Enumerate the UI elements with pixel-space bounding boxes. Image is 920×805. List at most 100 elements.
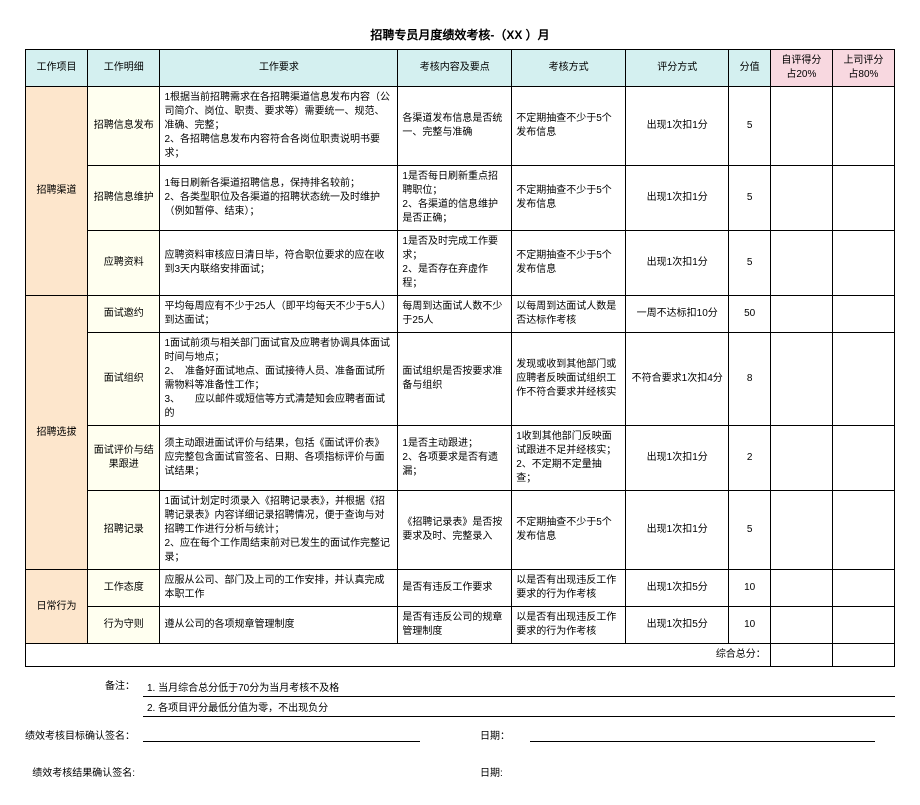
sub-cell: 招聘信息维护 [88, 166, 160, 231]
assessment-table: 工作项目 工作明细 工作要求 考核内容及要点 考核方式 评分方式 分值 自评得分… [25, 49, 895, 667]
val-cell: 5 [729, 491, 770, 570]
hdr-mode: 考核方式 [512, 50, 626, 87]
mode-cell: 以是否有出现违反工作要求的行为作考核 [512, 570, 626, 607]
self-cell [770, 607, 832, 644]
mode-cell: 不定期抽查不少于5个发布信息 [512, 231, 626, 296]
mode-cell: 不定期抽查不少于5个发布信息 [512, 491, 626, 570]
self-cell [770, 426, 832, 491]
score-cell: 出现1次扣5分 [626, 607, 729, 644]
score-cell: 出现1次扣1分 [626, 426, 729, 491]
note-2: 2. 各项目评分最低分值为零，不出现负分 [143, 697, 895, 717]
boss-cell [832, 333, 894, 426]
req-cell: 平均每周应有不少于25人（即平均每天不少于5人）到达面试； [160, 296, 398, 333]
cat-selection: 招聘选拔 [26, 296, 88, 570]
total-boss [832, 644, 894, 667]
boss-cell [832, 87, 894, 166]
chk-cell: 每周到达面试人数不少于25人 [398, 296, 512, 333]
req-cell: 须主动跟进面试评价与结果，包括《面试评价表》应完整包含面试官签名、日期、各项指标… [160, 426, 398, 491]
total-label: 综合总分： [26, 644, 771, 667]
sub-cell: 应聘资料 [88, 231, 160, 296]
table-row: 应聘资料 应聘资料审核应日清日毕，符合职位要求的应在收到3天内联络安排面试； 1… [26, 231, 895, 296]
val-cell: 10 [729, 607, 770, 644]
notes-label: 备注： [25, 677, 143, 717]
table-row: 面试评价与结果跟进 须主动跟进面试评价与结果，包括《面试评价表》应完整包含面试官… [26, 426, 895, 491]
sig2-space [143, 764, 440, 779]
score-cell: 出现1次扣1分 [626, 166, 729, 231]
score-cell: 出现1次扣1分 [626, 491, 729, 570]
total-row: 综合总分： [26, 644, 895, 667]
val-cell: 5 [729, 166, 770, 231]
self-cell [770, 231, 832, 296]
mode-cell: 以每周到达面试人数是否达标作考核 [512, 296, 626, 333]
hdr-self: 自评得分占20% [770, 50, 832, 87]
table-row: 日常行为 工作态度 应服从公司、部门及上司的工作安排，并认真完成本职工作 是否有… [26, 570, 895, 607]
val-cell: 10 [729, 570, 770, 607]
table-row: 招聘信息维护 1每日刷新各渠道招聘信息，保持排名较前；2、各类型职位及各渠道的招… [26, 166, 895, 231]
mode-cell: 1收到其他部门反映面试跟进不足并经核实；2、不定期不定量抽查； [512, 426, 626, 491]
val-cell: 5 [729, 231, 770, 296]
chk-cell: 各渠道发布信息是否统一、完整与准确 [398, 87, 512, 166]
req-cell: 1每日刷新各渠道招聘信息，保持排名较前；2、各类型职位及各渠道的招聘状态统一及时… [160, 166, 398, 231]
self-cell [770, 491, 832, 570]
boss-cell [832, 570, 894, 607]
val-cell: 5 [729, 87, 770, 166]
score-cell: 一周不达标扣10分 [626, 296, 729, 333]
mode-cell: 以是否有出现违反工作要求的行为作考核 [512, 607, 626, 644]
cat-daily: 日常行为 [26, 570, 88, 644]
chk-cell: 面试组织是否按要求准备与组织 [398, 333, 512, 426]
chk-cell: 《招聘记录表》是否按要求及时、完整录入 [398, 491, 512, 570]
req-cell: 1面试计划定时须录入《招聘记录表》，并根据《招聘记录表》内容详细记录招聘情况，便… [160, 491, 398, 570]
chk-cell: 是否有违反公司的规章管理制度 [398, 607, 512, 644]
hdr-project: 工作项目 [26, 50, 88, 87]
footer: 备注： 1. 当月综合总分低于70分为当月考核不及格 2. 各项目评分最低分值为… [25, 673, 895, 785]
date1-label: 日期： [480, 727, 530, 742]
page-title: 招聘专员月度绩效考核-（XX ）月 [25, 20, 895, 49]
req-cell: 应聘资料审核应日清日毕，符合职位要求的应在收到3天内联络安排面试； [160, 231, 398, 296]
mode-cell: 发现或收到其他部门或应聘者反映面试组织工作不符合要求并经核实 [512, 333, 626, 426]
chk-cell: 1是否每日刷新重点招聘职位；2、各渠道的信息维护是否正确； [398, 166, 512, 231]
self-cell [770, 570, 832, 607]
note-1: 1. 当月综合总分低于70分为当月考核不及格 [143, 677, 895, 697]
boss-cell [832, 426, 894, 491]
sub-cell: 工作态度 [88, 570, 160, 607]
hdr-boss: 上司评分占80% [832, 50, 894, 87]
self-cell [770, 166, 832, 231]
table-row: 招聘渠道 招聘信息发布 1根据当前招聘需求在各招聘渠道信息发布内容（公司简介、岗… [26, 87, 895, 166]
val-cell: 50 [729, 296, 770, 333]
table-row: 招聘记录 1面试计划定时须录入《招聘记录表》，并根据《招聘记录表》内容详细记录招… [26, 491, 895, 570]
date2-label: 日期: [480, 764, 530, 779]
hdr-value: 分值 [729, 50, 770, 87]
table-row: 行为守则 遵从公司的各项规章管理制度 是否有违反公司的规章管理制度 以是否有出现… [26, 607, 895, 644]
sub-cell: 面试邀约 [88, 296, 160, 333]
hdr-check: 考核内容及要点 [398, 50, 512, 87]
sig1-line [143, 727, 420, 742]
self-cell [770, 296, 832, 333]
req-cell: 应服从公司、部门及上司的工作安排，并认真完成本职工作 [160, 570, 398, 607]
self-cell [770, 333, 832, 426]
hdr-scoring: 评分方式 [626, 50, 729, 87]
date1-line [530, 727, 875, 742]
cat-recruit-channel: 招聘渠道 [26, 87, 88, 296]
chk-cell: 1是否主动跟进；2、各项要求是否有遗漏； [398, 426, 512, 491]
sig2-label: 绩效考核结果确认签名: [25, 764, 143, 779]
req-cell: 1根据当前招聘需求在各招聘渠道信息发布内容（公司简介、岗位、职责、要求等）需要统… [160, 87, 398, 166]
req-cell: 遵从公司的各项规章管理制度 [160, 607, 398, 644]
score-cell: 出现1次扣1分 [626, 87, 729, 166]
sub-cell: 招聘信息发布 [88, 87, 160, 166]
hdr-detail: 工作明细 [88, 50, 160, 87]
total-self [770, 644, 832, 667]
req-cell: 1面试前须与相关部门面试官及应聘者协调具体面试时间与地点；2、 准备好面试地点、… [160, 333, 398, 426]
val-cell: 2 [729, 426, 770, 491]
chk-cell: 1是否及时完成工作要求；2、是否存在弃虚作程； [398, 231, 512, 296]
sig1-label: 绩效考核目标确认签名： [25, 727, 143, 742]
sub-cell: 面试评价与结果跟进 [88, 426, 160, 491]
mode-cell: 不定期抽查不少于5个发布信息 [512, 87, 626, 166]
sub-cell: 行为守则 [88, 607, 160, 644]
score-cell: 出现1次扣5分 [626, 570, 729, 607]
sub-cell: 面试组织 [88, 333, 160, 426]
boss-cell [832, 491, 894, 570]
boss-cell [832, 231, 894, 296]
score-cell: 出现1次扣1分 [626, 231, 729, 296]
score-cell: 不符合要求1次扣4分 [626, 333, 729, 426]
table-row: 面试组织 1面试前须与相关部门面试官及应聘者协调具体面试时间与地点；2、 准备好… [26, 333, 895, 426]
